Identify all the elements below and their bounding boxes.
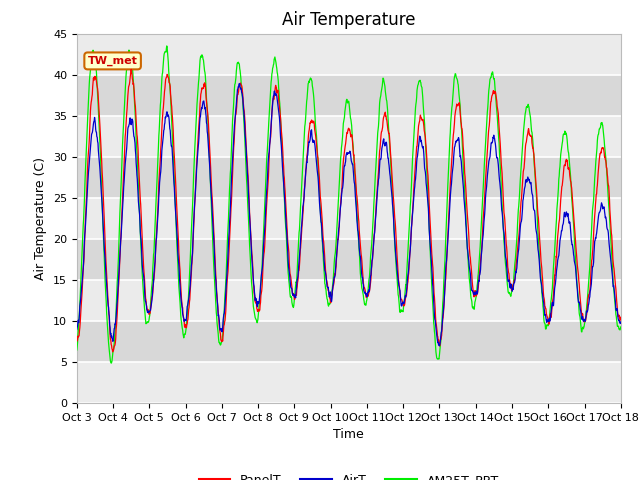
Line: AM25T_PRT: AM25T_PRT (77, 46, 621, 363)
Bar (77, 280, 621, 321)
AM25T_PRT (163, 43, 171, 49)
AM25T_PRT (434, 356, 442, 362)
AM25T_PRT (195, 79, 202, 85)
AirT (435, 343, 443, 348)
Title: Air Temperature: Air Temperature (282, 11, 415, 29)
Bar (77, 198, 621, 239)
X-axis label: Time: Time (333, 429, 364, 442)
PanelT (434, 334, 442, 340)
AirT (553, 265, 561, 271)
AirT (617, 319, 625, 325)
Bar (77, 321, 621, 362)
Y-axis label: Air Temperature (C): Air Temperature (C) (35, 157, 47, 280)
AM25T_PRT (182, 332, 189, 337)
Line: AirT: AirT (77, 84, 621, 346)
AirT (180, 317, 188, 323)
AM25T_PRT (73, 347, 81, 353)
AirT (194, 149, 202, 155)
PanelT (553, 245, 561, 251)
AirT (73, 326, 81, 332)
AirT (255, 300, 263, 306)
PanelT (109, 349, 116, 355)
AirT (505, 277, 513, 283)
Legend: PanelT, AirT, AM25T_PRT: PanelT, AirT, AM25T_PRT (194, 468, 504, 480)
PanelT (127, 67, 135, 72)
Bar (77, 157, 621, 198)
AM25T_PRT (617, 324, 625, 330)
PanelT (255, 307, 263, 313)
Text: TW_met: TW_met (88, 56, 138, 66)
AirT (434, 337, 442, 343)
PanelT (505, 270, 513, 276)
AM25T_PRT (108, 360, 115, 366)
Line: PanelT: PanelT (77, 70, 621, 352)
Bar (77, 116, 621, 157)
Bar (77, 34, 621, 75)
PanelT (195, 128, 202, 133)
AM25T_PRT (505, 290, 513, 296)
PanelT (73, 337, 81, 343)
Bar (77, 75, 621, 116)
Bar (77, 362, 621, 403)
PanelT (617, 314, 625, 320)
AirT (236, 81, 243, 86)
Bar (77, 239, 621, 280)
AM25T_PRT (553, 206, 561, 212)
PanelT (182, 325, 189, 331)
AM25T_PRT (255, 300, 263, 305)
